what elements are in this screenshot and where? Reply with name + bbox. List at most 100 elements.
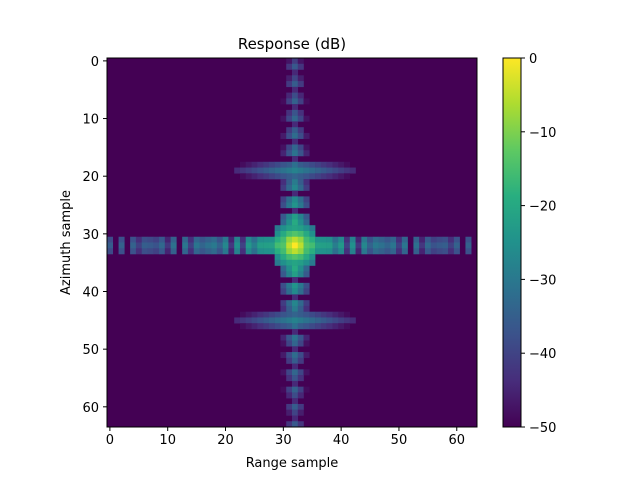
heatmap-cell xyxy=(286,288,293,295)
heatmap-cell xyxy=(361,248,368,255)
heatmap-cell xyxy=(297,357,304,364)
heatmap-cell xyxy=(130,236,137,243)
colorbar-tick-label: 0 xyxy=(529,52,537,67)
heatmap-cell xyxy=(268,242,275,249)
heatmap-cell xyxy=(268,161,275,168)
heatmap-cell xyxy=(292,311,299,318)
heatmap-cell xyxy=(280,340,287,347)
heatmap-cell xyxy=(245,323,252,330)
heatmap-cell xyxy=(332,323,339,330)
heatmap-cell xyxy=(326,161,333,168)
heatmap-cell xyxy=(297,202,304,209)
heatmap-cell xyxy=(286,375,293,382)
y-tick-label: 30 xyxy=(82,228,99,243)
heatmap-cell xyxy=(286,150,293,157)
heatmap-cell xyxy=(309,242,316,249)
heatmap-cell xyxy=(159,236,166,243)
heatmap-cell xyxy=(338,248,345,255)
heatmap-cell xyxy=(239,317,246,324)
heatmap-cell xyxy=(286,300,293,307)
heatmap-cell xyxy=(448,236,455,243)
heatmap-cell xyxy=(107,242,114,249)
heatmap-cell xyxy=(344,311,351,318)
heatmap-cell xyxy=(268,317,275,324)
heatmap-cell xyxy=(292,403,299,410)
heatmap-cell xyxy=(338,323,345,330)
heatmap-cell xyxy=(268,323,275,330)
heatmap-cell xyxy=(465,236,472,243)
heatmap-cell xyxy=(297,179,304,186)
colorbar-tick-label: −10 xyxy=(529,126,556,141)
heatmap-cell xyxy=(424,248,431,255)
heatmap-cell xyxy=(297,409,304,416)
heatmap-cell xyxy=(182,248,189,255)
heatmap-cell xyxy=(251,236,258,243)
heatmap-cell xyxy=(274,167,281,174)
heatmap-cell xyxy=(286,242,293,249)
heatmap-cell xyxy=(222,236,229,243)
heatmap-cell xyxy=(205,242,212,249)
heatmap-cell xyxy=(280,115,287,122)
heatmap-cell xyxy=(297,242,304,249)
heatmap-cell xyxy=(303,282,310,289)
heatmap-cell xyxy=(286,265,293,272)
heatmap-cell xyxy=(396,236,403,243)
heatmap-cell xyxy=(349,248,356,255)
heatmap-cell xyxy=(297,317,304,324)
heatmap-cell xyxy=(286,132,293,139)
heatmap-cell xyxy=(292,300,299,307)
heatmap-cell xyxy=(228,236,235,243)
heatmap-cell xyxy=(320,323,327,330)
heatmap-cell xyxy=(286,184,293,191)
heatmap-cell xyxy=(338,236,345,243)
heatmap-cell xyxy=(384,242,391,249)
heatmap-cell xyxy=(153,242,160,249)
heatmap-cell xyxy=(257,311,264,318)
heatmap-cell xyxy=(280,288,287,295)
heatmap-cell xyxy=(430,248,437,255)
heatmap-cell xyxy=(257,161,264,168)
heatmap-cell xyxy=(280,352,287,359)
heatmap-cell xyxy=(303,334,310,341)
heatmap-cell xyxy=(401,242,408,249)
heatmap-cell xyxy=(292,421,299,428)
heatmap-cell xyxy=(332,161,339,168)
heatmap-cell xyxy=(216,236,223,243)
heatmap-cell xyxy=(424,236,431,243)
heatmap-cell xyxy=(344,161,351,168)
heatmap-cell xyxy=(170,242,177,249)
heatmap-cell xyxy=(436,248,443,255)
heatmap-cell xyxy=(274,323,281,330)
heatmap-cell xyxy=(292,225,299,232)
heatmap-cell xyxy=(205,248,212,255)
heatmap-cell xyxy=(448,248,455,255)
heatmap-cell xyxy=(367,236,374,243)
x-tick-label: 50 xyxy=(391,433,408,448)
heatmap-cell xyxy=(257,167,264,174)
heatmap-cell xyxy=(292,213,299,220)
heatmap-cell xyxy=(303,236,310,243)
heatmap-cell xyxy=(419,236,426,243)
y-tick-label: 60 xyxy=(82,401,99,416)
heatmap-cell xyxy=(280,236,287,243)
heatmap-cell xyxy=(263,323,270,330)
heatmap-cell xyxy=(303,219,310,226)
heatmap-cell xyxy=(413,242,420,249)
heatmap-cell xyxy=(349,167,356,174)
heatmap-cell xyxy=(280,144,287,151)
heatmap-cell xyxy=(286,219,293,226)
heatmap-cell xyxy=(465,248,472,255)
heatmap-cell xyxy=(315,248,322,255)
heatmap-cell xyxy=(292,81,299,88)
heatmap-cell xyxy=(344,317,351,324)
heatmap-cell xyxy=(211,248,218,255)
heatmap-cell xyxy=(292,190,299,197)
heatmap-cell xyxy=(286,392,293,399)
colorbar xyxy=(502,57,522,428)
heatmap-cell xyxy=(292,346,299,353)
heatmap-cell xyxy=(234,242,241,249)
heatmap-cell xyxy=(292,156,299,163)
heatmap-cell xyxy=(234,248,241,255)
heatmap-cell xyxy=(292,219,299,226)
heatmap-cell xyxy=(286,63,293,70)
